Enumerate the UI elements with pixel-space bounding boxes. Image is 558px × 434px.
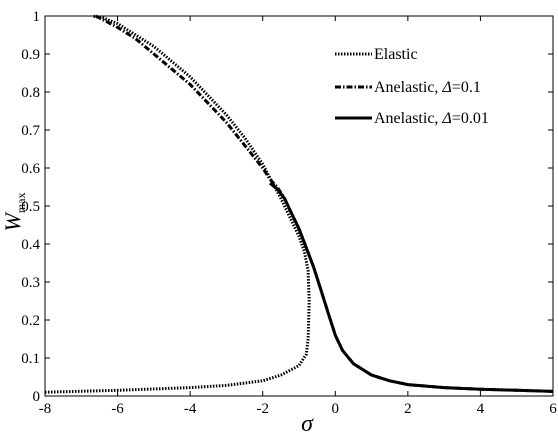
svg-text:Wmax: Wmax xyxy=(0,193,28,232)
x-tick-label: -4 xyxy=(184,401,197,417)
axis-ticks: -8 -6 -4 -2 0 2 4 6 0 0.1 0.2 0.3 0.4 0.5 0.6 0.7 0.8 0.9… xyxy=(21,9,557,417)
legend-label-3: Anelastic, Δ=0.01 xyxy=(374,110,489,127)
series-line-2 xyxy=(95,14,554,393)
data-series xyxy=(44,14,554,394)
y-tick-label: 0.3 xyxy=(21,275,40,291)
legend-label-1: Elastic xyxy=(374,46,418,63)
x-tick-label: 2 xyxy=(404,401,412,417)
y-tick-label: 0 xyxy=(33,389,41,405)
legend: Elastic Anelastic, Δ=0.1 Anelastic, Δ=0.… xyxy=(335,46,489,127)
x-tick-label: 0 xyxy=(332,401,340,417)
y-tick-label: 0.7 xyxy=(21,123,40,139)
x-axis-label: σ xyxy=(301,411,314,434)
y-tick-label: 1 xyxy=(33,9,41,25)
series-line-1 xyxy=(44,14,311,394)
x-tick-label: -2 xyxy=(256,401,269,417)
y-tick-label: 0.9 xyxy=(21,47,40,63)
y-tick-label: 0.8 xyxy=(21,85,40,101)
x-tick-label: -8 xyxy=(39,401,52,417)
y-tick-label: 0.2 xyxy=(21,313,40,329)
x-tick-label: -6 xyxy=(111,401,124,417)
x-tick-label: 4 xyxy=(477,401,485,417)
y-axis-label: Wmax xyxy=(0,193,28,232)
y-tick-label: 0.5 xyxy=(21,199,40,215)
x-tick-label: 6 xyxy=(549,401,557,417)
y-axis-label-subscript: max xyxy=(14,193,28,214)
y-tick-label: 0.1 xyxy=(21,351,40,367)
y-axis-label-main: W xyxy=(0,212,25,232)
legend-label-2: Anelastic, Δ=0.1 xyxy=(374,79,481,96)
series-line-3 xyxy=(269,182,554,393)
y-tick-label: 0.4 xyxy=(21,237,40,253)
plot-frame xyxy=(44,15,554,397)
y-tick-label: 0.6 xyxy=(21,161,40,177)
